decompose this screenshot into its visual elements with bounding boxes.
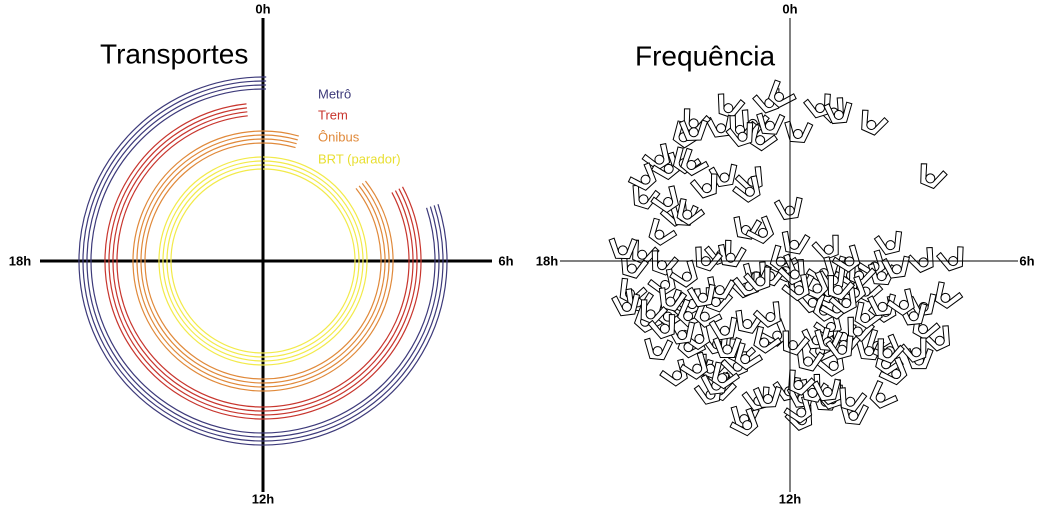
axis-label: 12h <box>779 491 801 506</box>
person-icon <box>914 162 948 191</box>
person-head <box>823 387 833 397</box>
person-icon <box>936 245 969 273</box>
person-head <box>763 394 772 403</box>
person-head <box>622 302 632 312</box>
legend-entry: Ônibus <box>318 129 360 144</box>
person-icon <box>855 108 889 138</box>
person-icon <box>755 113 784 135</box>
person-head <box>618 246 627 255</box>
person-icon <box>643 338 673 360</box>
person-head <box>864 346 874 356</box>
person-icon <box>783 121 813 143</box>
legend-entry: Trem <box>318 107 348 122</box>
legend-entry: Metrô <box>318 86 351 101</box>
axis-label: 0h <box>782 1 797 16</box>
panel-title: Frequência <box>635 40 776 71</box>
axis-label: 6h <box>1019 253 1034 268</box>
person-head <box>878 302 888 312</box>
panel-title: Transportes <box>100 38 248 69</box>
axis-label: 6h <box>498 253 513 268</box>
person-head <box>723 345 732 354</box>
page: {"panels": [ {"title": "Transportes", "a… <box>0 0 1037 509</box>
person-head <box>909 311 919 321</box>
axis-label: 0h <box>255 1 270 16</box>
person-icon <box>779 230 810 255</box>
person-head <box>877 271 887 281</box>
axis-label: 12h <box>252 491 274 506</box>
person-icon <box>709 317 740 342</box>
person-head <box>834 110 844 120</box>
legend-entry: BRT (parador) <box>318 151 401 166</box>
infographic: 0h 12h 18h 6h Transportes Metrô Trem Ôni… <box>0 0 1037 509</box>
person-head <box>716 123 726 133</box>
person-head <box>653 346 663 356</box>
person-head <box>892 264 902 274</box>
axis-label: 18h <box>536 253 558 268</box>
people <box>609 79 969 441</box>
axis-label: 18h <box>9 253 31 268</box>
person-head <box>793 129 803 139</box>
person-head <box>848 411 858 421</box>
person-icon <box>745 215 779 249</box>
person-icon <box>865 379 899 413</box>
person-head <box>689 128 698 137</box>
person-icon <box>774 197 805 221</box>
person-head <box>765 121 775 131</box>
